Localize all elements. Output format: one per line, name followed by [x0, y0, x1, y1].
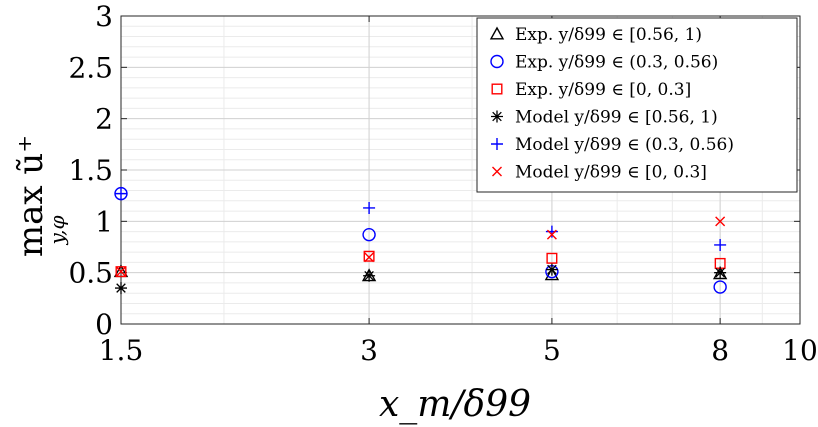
data-point-circle [362, 227, 376, 242]
data-point-plus [115, 187, 127, 200]
data-point-square [115, 266, 127, 278]
data-point-asterisk [714, 266, 727, 279]
y-tick-label: 1 [95, 205, 113, 238]
y-axis-label-subscript: y,φ [45, 215, 69, 245]
data-point-square [546, 252, 558, 264]
y-tick-label: 1.5 [68, 154, 113, 187]
x-tick-label: 10 [782, 334, 818, 367]
legend-marker-square [491, 83, 503, 95]
tick-labels: 1.5 3 5 8 10 0 0.5 1 1.5 2 2.5 3 [68, 0, 817, 367]
legend-entry: Model y/δ99 ∈ [0.56, 1) [515, 108, 718, 128]
legend-marker-triangle [489, 26, 505, 40]
y-axis-label-group: max ũ⁺ y,φ [11, 135, 69, 257]
legend-box [476, 17, 798, 193]
y-tick-label: 3 [95, 0, 113, 33]
data-point-triangle [544, 267, 560, 281]
legend-entry: Exp. y/δ99 ∈ [0, 0.3] [515, 80, 691, 100]
x-axis-label: x_m/δ99 [379, 384, 531, 425]
data-point-cross [116, 266, 126, 277]
legend-entry: Model y/δ99 ∈ (0.3, 0.56) [515, 135, 734, 155]
data-point-asterisk [545, 263, 558, 276]
x-tick-label: 8 [711, 334, 729, 367]
data-point-circle [713, 280, 727, 294]
data-point-asterisk [115, 282, 127, 295]
data-point-cross [715, 216, 726, 227]
y-tick-label: 2.5 [68, 51, 113, 84]
x-tick-label: 1.5 [99, 334, 144, 367]
data-point-cross [546, 229, 557, 240]
x-tick-label: 5 [543, 334, 561, 367]
legend-marker-plus [491, 138, 503, 150]
legend-entry: Model y/δ99 ∈ [0, 0.3] [515, 163, 707, 183]
data-point-cross [364, 252, 375, 263]
y-tick-label: 0.5 [68, 257, 113, 290]
data-point-plus [714, 238, 727, 251]
legend: Exp. y/δ99 ∈ [0.56, 1) Exp. y/δ99 ∈ (0.3,… [476, 17, 798, 193]
data-point-asterisk [363, 269, 376, 282]
x-tick-label: 3 [360, 334, 378, 367]
legend-marker-circle [490, 54, 504, 69]
legend-marker-asterisk [491, 110, 503, 123]
y-tick-label: 2 [95, 103, 113, 136]
data-point-square [363, 250, 375, 262]
data-point-plus [363, 201, 376, 214]
y-tick-label: 0 [95, 308, 113, 341]
legend-entry: Exp. y/δ99 ∈ (0.3, 0.56) [515, 53, 718, 73]
legend-entry: Exp. y/δ99 ∈ [0.56, 1) [515, 25, 702, 45]
data-markers [113, 186, 728, 295]
data-point-plus [545, 225, 558, 238]
y-axis-label: max ũ⁺ [11, 135, 51, 257]
legend-marker-cross [492, 166, 502, 177]
